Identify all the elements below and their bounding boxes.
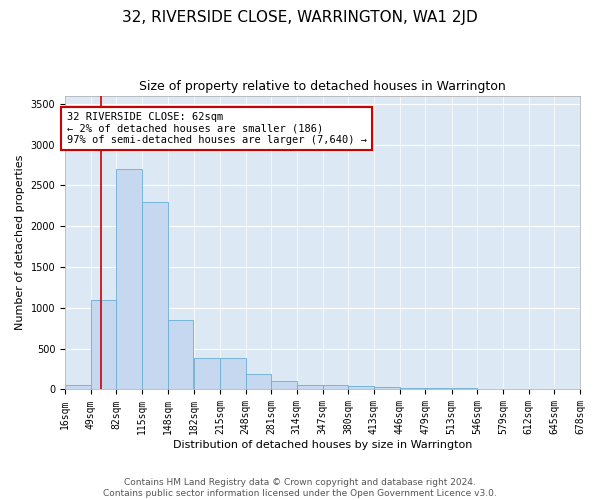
- Bar: [245, 374, 271, 390]
- Bar: [194, 358, 220, 390]
- Bar: [400, 388, 425, 390]
- Text: 32 RIVERSIDE CLOSE: 62sqm
← 2% of detached houses are smaller (186)
97% of semi-: 32 RIVERSIDE CLOSE: 62sqm ← 2% of detach…: [67, 112, 367, 145]
- Bar: [142, 202, 168, 390]
- Bar: [168, 320, 193, 390]
- Bar: [220, 358, 245, 390]
- Bar: [478, 389, 503, 390]
- Bar: [452, 388, 478, 390]
- Y-axis label: Number of detached properties: Number of detached properties: [15, 155, 25, 330]
- Bar: [297, 384, 323, 390]
- Bar: [65, 386, 91, 390]
- Bar: [425, 388, 451, 390]
- Bar: [323, 385, 348, 390]
- Bar: [348, 386, 374, 390]
- X-axis label: Distribution of detached houses by size in Warrington: Distribution of detached houses by size …: [173, 440, 472, 450]
- Bar: [374, 387, 400, 390]
- Text: 32, RIVERSIDE CLOSE, WARRINGTON, WA1 2JD: 32, RIVERSIDE CLOSE, WARRINGTON, WA1 2JD: [122, 10, 478, 25]
- Title: Size of property relative to detached houses in Warrington: Size of property relative to detached ho…: [139, 80, 506, 93]
- Bar: [116, 169, 142, 390]
- Text: Contains HM Land Registry data © Crown copyright and database right 2024.
Contai: Contains HM Land Registry data © Crown c…: [103, 478, 497, 498]
- Bar: [91, 300, 116, 390]
- Bar: [271, 382, 297, 390]
